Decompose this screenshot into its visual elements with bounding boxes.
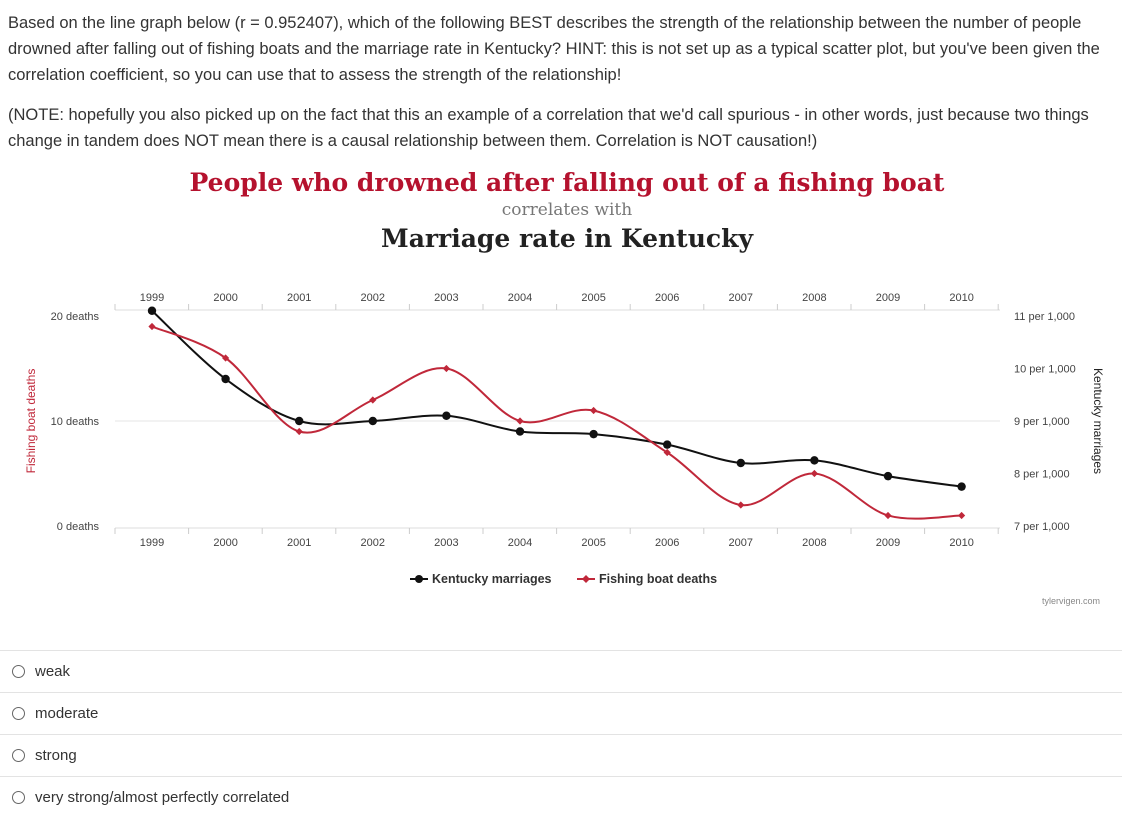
point-fishing-boat-deaths [590, 406, 598, 415]
chart-subtitle: correlates with [501, 200, 633, 220]
point-kentucky-marriages [589, 429, 598, 439]
option-label: weak [35, 663, 71, 680]
x-tick-label-top: 2000 [213, 292, 237, 304]
radio-button[interactable] [12, 791, 25, 804]
x-tick-label-bottom: 2010 [949, 537, 973, 549]
answer-options: weak moderate strong very strong/almost … [0, 650, 1122, 818]
x-tick-label-bottom: 1999 [140, 537, 164, 549]
point-kentucky-marriages [957, 482, 966, 491]
y2-tick-label: 8 per 1,000 [1014, 469, 1070, 481]
series-line-kentucky-marriages [151, 310, 962, 488]
x-tick-label-bottom: 2001 [287, 537, 311, 549]
x-tick-label-top: 2010 [949, 292, 973, 304]
radio-button[interactable] [12, 665, 25, 678]
option-strong[interactable]: strong [0, 734, 1122, 776]
legend-marker-fishing-boat-deaths [582, 575, 590, 583]
point-fishing-boat-deaths [516, 417, 524, 425]
option-label: moderate [35, 705, 99, 722]
legend-label-fishing-boat-deaths: Fishing boat deaths [599, 572, 717, 586]
point-fishing-boat-deaths [295, 427, 303, 436]
chart-title-2: Marriage rate in Kentucky [381, 224, 753, 253]
point-kentucky-marriages [442, 411, 451, 420]
point-kentucky-marriages [147, 306, 157, 315]
y2-tick-label: 7 per 1,000 [1014, 521, 1070, 533]
chart-credit: tylervigen.com [1042, 596, 1101, 606]
point-fishing-boat-deaths [369, 396, 377, 404]
point-fishing-boat-deaths [222, 354, 230, 362]
y-tick-label: 20 deaths [51, 311, 100, 323]
question-text: Based on the line graph below (r = 0.952… [8, 10, 1118, 168]
x-tick-label-bottom: 2007 [729, 537, 753, 549]
x-tick-label-bottom: 2003 [434, 537, 458, 549]
radio-button[interactable] [12, 749, 25, 762]
x-tick-label-top: 2001 [287, 292, 311, 304]
x-tick-label-bottom: 2002 [361, 537, 385, 549]
question-paragraph-1: Based on the line graph below (r = 0.952… [8, 14, 1100, 84]
point-kentucky-marriages [810, 456, 819, 465]
point-kentucky-marriages [221, 374, 230, 384]
y2-axis-title: Kentucky marriages [1091, 368, 1105, 474]
point-fishing-boat-deaths [810, 469, 818, 478]
y2-tick-label: 11 per 1,000 [1014, 311, 1075, 323]
line-chart: 1999 1999 2000 2000 2001 2001 2002 2002 2003 2003… [24, 292, 1105, 586]
point-kentucky-marriages [515, 427, 525, 436]
point-fishing-boat-deaths [148, 322, 156, 331]
x-tick-label-bottom: 2000 [213, 537, 237, 549]
x-tick-label-top: 2009 [876, 292, 900, 304]
x-tick-label-bottom: 2005 [581, 537, 605, 549]
option-weak[interactable]: weak [0, 650, 1122, 692]
legend-marker-kentucky-marriages [415, 575, 423, 583]
y-tick-label: 10 deaths [51, 416, 100, 428]
y2-tick-label: 9 per 1,000 [1014, 416, 1070, 428]
radio-button[interactable] [12, 707, 25, 720]
point-kentucky-marriages [368, 416, 377, 426]
option-label: strong [35, 747, 77, 764]
option-very-strong[interactable]: very strong/almost perfectly correlated [0, 776, 1122, 818]
point-kentucky-marriages [295, 416, 304, 426]
y-tick-label: 0 deaths [57, 521, 100, 533]
x-tick-label-bottom: 2004 [508, 537, 532, 549]
point-kentucky-marriages [883, 471, 893, 481]
x-tick-label-top: 2008 [802, 292, 826, 304]
option-moderate[interactable]: moderate [0, 692, 1122, 734]
x-tick-label-bottom: 2009 [876, 537, 900, 549]
option-label: very strong/almost perfectly correlated [35, 789, 290, 806]
x-tick-label-top: 2003 [434, 292, 458, 304]
legend-label-kentucky-marriages: Kentucky marriages [432, 572, 552, 586]
point-fishing-boat-deaths [737, 501, 745, 509]
series-line-fishing-boat-deaths [151, 325, 962, 520]
point-kentucky-marriages [663, 440, 672, 449]
x-tick-label-top: 2004 [508, 292, 532, 304]
question-paragraph-2: (NOTE: hopefully you also picked up on t… [8, 106, 1089, 150]
point-fishing-boat-deaths [663, 448, 671, 457]
y-axis-title: Fishing boat deaths [24, 369, 38, 474]
x-tick-label-top: 2005 [581, 292, 605, 304]
x-tick-label-bottom: 2006 [655, 537, 679, 549]
x-tick-label-top: 2002 [361, 292, 385, 304]
x-tick-label-bottom: 2008 [802, 537, 826, 549]
y2-tick-label: 10 per 1,000 [1014, 364, 1076, 376]
point-kentucky-marriages [736, 458, 745, 468]
point-fishing-boat-deaths [442, 364, 450, 373]
chart-title: People who drowned after falling out of … [189, 168, 945, 197]
x-tick-label-top: 2007 [729, 292, 753, 304]
point-fishing-boat-deaths [884, 511, 892, 520]
x-tick-label-top: 2006 [655, 292, 679, 304]
x-tick-label-top: 1999 [140, 292, 164, 304]
point-fishing-boat-deaths [958, 511, 966, 520]
